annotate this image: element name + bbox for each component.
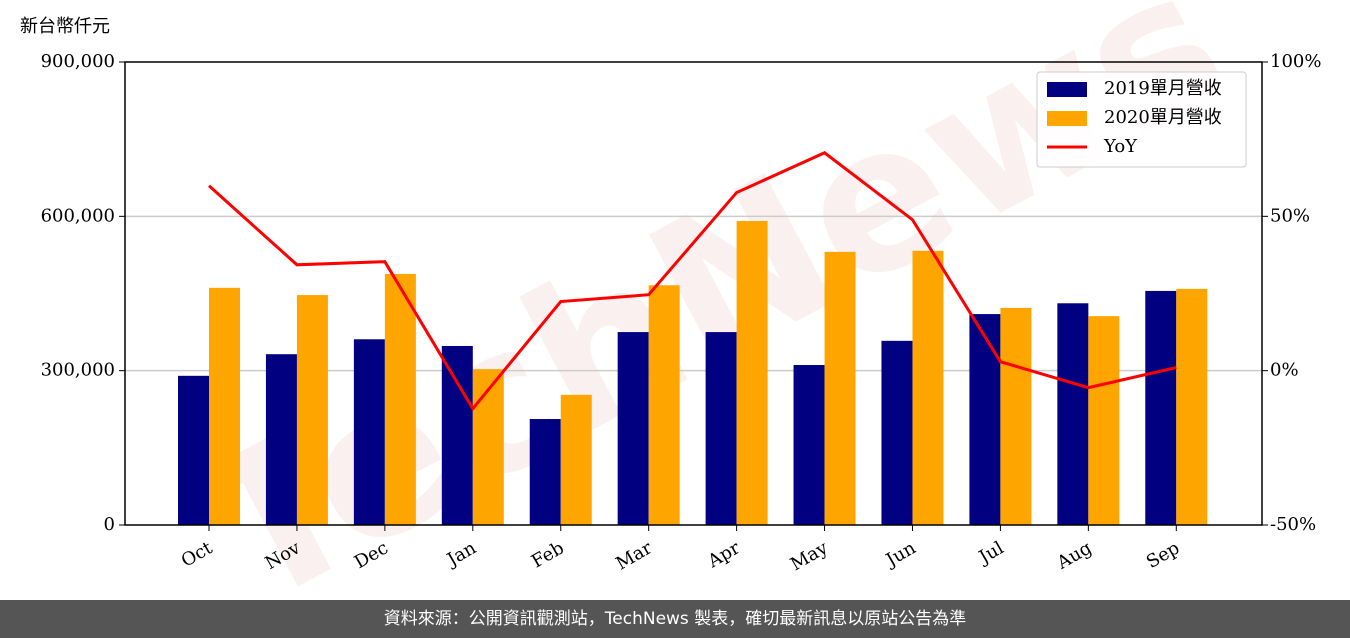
bar <box>1145 290 1177 525</box>
legend-swatch <box>1047 111 1087 126</box>
legend-box <box>1036 71 1247 168</box>
bar <box>1057 303 1089 525</box>
bar <box>296 295 328 525</box>
bar <box>648 285 680 525</box>
y-tick-label: 900,000 <box>41 51 115 72</box>
bar <box>793 365 825 525</box>
legend-swatch <box>1047 82 1087 97</box>
bar <box>617 332 649 525</box>
x-tick-label: Feb <box>528 537 568 572</box>
x-tick-label: Jun <box>881 537 920 572</box>
legend-label: 2019單月營收 <box>1104 78 1222 99</box>
bar <box>824 251 856 525</box>
bar <box>209 287 240 525</box>
footer-text: 資料來源：公開資訊觀測站，TechNews 製表，確切最新訊息以原站公告為準 <box>384 609 966 629</box>
bar <box>441 345 473 525</box>
y2-tick-label: 50% <box>1270 205 1310 226</box>
bar <box>705 332 737 525</box>
bar <box>384 273 416 525</box>
x-tick-label: Mar <box>612 537 656 574</box>
x-tick-label: Sep <box>1143 537 1183 572</box>
bar <box>912 250 944 525</box>
y2-tick-label: 0% <box>1270 360 1299 381</box>
bar <box>969 314 1001 525</box>
y-axis-unit: 新台幣仟元 <box>20 16 110 37</box>
bar <box>529 419 561 525</box>
x-tick-label: Oct <box>178 537 217 572</box>
x-tick-label: Jul <box>974 537 1008 569</box>
y-tick-label: 0 <box>104 514 115 535</box>
bar <box>178 375 209 525</box>
legend-label: 2020單月營收 <box>1104 107 1222 128</box>
y2-tick-label: 100% <box>1270 51 1321 72</box>
y2-tick-label: -50% <box>1270 514 1316 535</box>
legend-label: YoY <box>1103 136 1138 157</box>
plot-frame <box>124 61 1263 526</box>
bar <box>1176 288 1208 525</box>
bar <box>881 340 913 525</box>
x-tick-label: Aug <box>1053 537 1096 574</box>
y-tick-label: 300,000 <box>41 360 115 381</box>
bar <box>1000 307 1032 525</box>
bar <box>472 369 504 525</box>
bar <box>560 394 592 525</box>
x-tick-label: Apr <box>704 537 744 572</box>
x-tick-label: May <box>787 537 832 575</box>
bar <box>1088 316 1120 525</box>
bar <box>265 354 297 525</box>
footer-band <box>0 600 1350 638</box>
line <box>207 151 1177 412</box>
y-tick-label: 600,000 <box>41 205 115 226</box>
bar <box>736 220 768 526</box>
bar <box>353 339 385 525</box>
